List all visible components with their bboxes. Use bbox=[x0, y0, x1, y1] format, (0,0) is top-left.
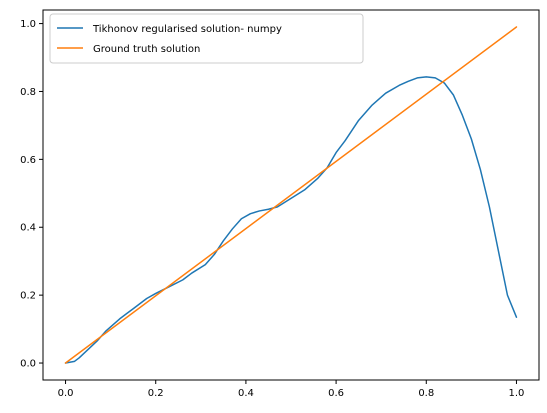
x-tick-label: 0.4 bbox=[238, 388, 254, 399]
legend-label-ground-truth: Ground truth solution bbox=[93, 44, 200, 55]
y-tick-label: 0.4 bbox=[20, 223, 36, 234]
series-line-tikhonov-regularised-solution-numpy bbox=[64, 76, 518, 364]
y-tick-label: 1.0 bbox=[20, 19, 36, 30]
legend: Tikhonov regularised solution- numpy Gro… bbox=[49, 13, 364, 64]
y-tick-label: 0.6 bbox=[20, 155, 36, 166]
x-tick-label: 1.0 bbox=[509, 388, 525, 399]
legend-box bbox=[49, 13, 364, 64]
y-tick-label: 0.0 bbox=[20, 359, 36, 370]
plot-area bbox=[42, 9, 540, 381]
x-tick-label: 0.2 bbox=[148, 388, 164, 399]
legend-label-tikhonov: Tikhonov regularised solution- numpy bbox=[92, 24, 282, 35]
x-tick-label: 0.0 bbox=[58, 388, 74, 399]
y-tick-label: 0.2 bbox=[20, 291, 36, 302]
x-tick-label: 0.8 bbox=[418, 388, 434, 399]
series-line-ground-truth-solution bbox=[64, 26, 518, 364]
x-tick-label: 0.6 bbox=[328, 388, 344, 399]
y-tick-label: 0.8 bbox=[20, 87, 36, 98]
